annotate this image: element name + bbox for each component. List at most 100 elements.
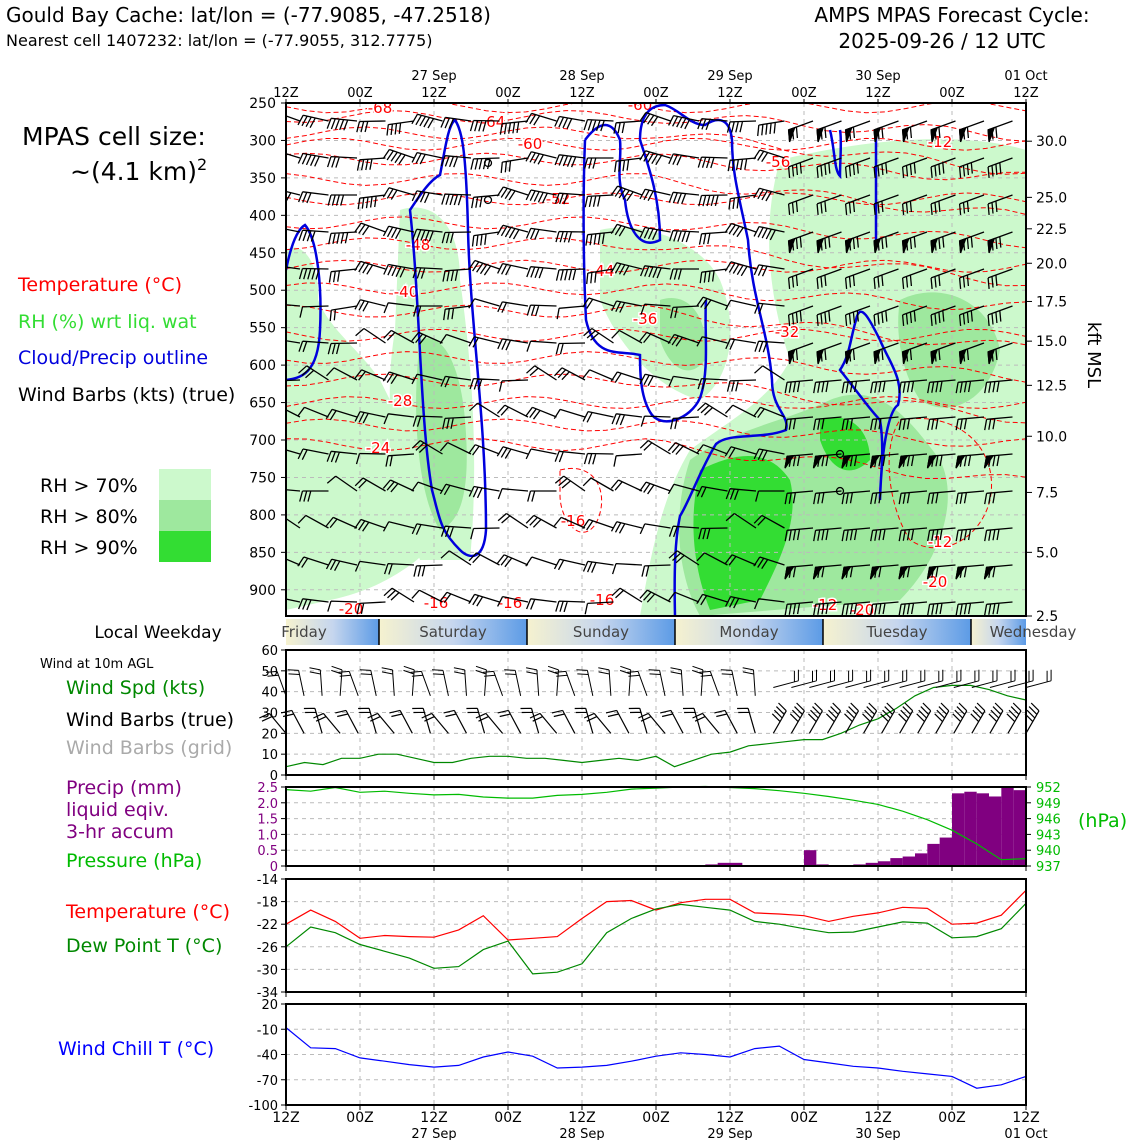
wind-barb	[526, 340, 557, 352]
wind-barb	[496, 404, 529, 418]
wind-barb	[807, 702, 823, 734]
wind-barb	[791, 669, 817, 688]
wind-barb	[813, 416, 842, 431]
grid-barb-group	[789, 702, 805, 734]
temperature-contour	[286, 418, 1026, 447]
temperature-contour	[286, 282, 1026, 311]
weekday-cell	[823, 619, 971, 645]
date-label: 27 Sep	[411, 69, 456, 84]
y-tick-label: 60	[261, 644, 278, 659]
wind-barb	[598, 667, 612, 696]
time-tick-label: 00Z	[642, 1110, 669, 1126]
weekday-cell	[675, 619, 823, 645]
date-label: 29 Sep	[707, 1127, 752, 1140]
wind-barb	[927, 416, 956, 431]
wind-barb	[442, 416, 472, 430]
wind-barb	[297, 556, 329, 568]
weekday-cell	[379, 619, 527, 645]
wind-barbs	[286, 111, 1013, 616]
wind-barb	[725, 512, 757, 529]
weekday-name: Wednesday	[990, 623, 1077, 641]
wind-barb	[660, 709, 684, 734]
pressure-tick-label: 750	[249, 470, 276, 486]
wind-barb	[898, 379, 928, 394]
wind-barb	[582, 410, 614, 423]
date-label: 28 Sep	[559, 1127, 604, 1140]
wind-barb	[692, 665, 704, 696]
pressure-tick-label: 350	[249, 171, 276, 187]
temperature-contour-label: -64	[481, 113, 506, 131]
windchill-label: Wind Chill T (°C)	[58, 1038, 214, 1060]
wind-barb	[525, 227, 557, 240]
wind-barb	[286, 489, 301, 492]
precip-bar	[927, 843, 940, 866]
wind-barb-flag	[955, 565, 966, 580]
wind-barb	[482, 670, 504, 697]
wind-barb	[497, 262, 529, 276]
pressure-tick-label: 300	[249, 133, 276, 149]
wind-barb	[724, 299, 757, 311]
temperature-contour	[286, 110, 1026, 142]
wind-barb-flag	[983, 565, 995, 580]
wind-barb	[668, 153, 700, 166]
wind-barb-flag	[873, 348, 882, 365]
wind-barb	[574, 707, 594, 734]
wind-barb	[439, 333, 472, 344]
wind-barb	[471, 231, 500, 247]
wind-barb	[497, 595, 529, 607]
wind-barb	[901, 157, 928, 178]
wind-barb	[725, 595, 757, 609]
wind-barb	[726, 379, 757, 392]
grid-barb-group	[389, 709, 413, 734]
wind-barb	[468, 259, 500, 276]
wind-barb-flag	[898, 565, 909, 580]
wind-barb	[696, 552, 728, 566]
wind-barb	[699, 268, 728, 284]
wind-barb	[412, 415, 443, 427]
grid-barb-group	[638, 712, 666, 734]
wind-barb	[870, 601, 899, 616]
wind-barb	[356, 157, 386, 171]
title-right-1: AMPS MPAS Forecast Cycle:	[814, 3, 1089, 27]
wind-barb	[525, 112, 557, 126]
wind-barb	[525, 406, 557, 420]
wind-barb	[286, 558, 301, 566]
wind-barb	[526, 667, 540, 696]
height-tick-label: 17.5	[1036, 294, 1067, 310]
grid-barb-group	[916, 702, 932, 734]
wind-barb	[753, 448, 785, 461]
grid-barb-group	[574, 707, 594, 734]
wind-barb	[898, 416, 928, 431]
wind-barb	[529, 712, 558, 734]
wind-barb	[699, 670, 720, 697]
wind-barb	[469, 377, 500, 390]
wind-barb	[412, 707, 431, 734]
height-tick-label: 10.0	[1036, 429, 1067, 445]
wind-barb	[958, 268, 985, 289]
wind-barb	[497, 512, 529, 529]
wind-barb-flag	[844, 126, 853, 143]
y-tick-label: -18	[257, 896, 278, 911]
wind-barb	[555, 600, 586, 613]
grid-barb-group	[771, 702, 787, 734]
time-tick-label: 12Z	[717, 86, 743, 101]
wind-barb	[386, 120, 415, 136]
wind-barb	[411, 440, 443, 455]
wind-barb-flag	[958, 237, 967, 254]
wind-barb	[899, 669, 926, 688]
wind-barb	[431, 669, 449, 696]
wind-barb-flag	[987, 237, 996, 254]
wind-barb	[667, 442, 700, 455]
wind-barb	[585, 231, 614, 246]
wind-barb	[696, 336, 728, 347]
wind-barb	[787, 305, 814, 326]
wind-barb	[354, 477, 386, 492]
pressure-tick-label: 700	[249, 433, 276, 449]
wind-barb	[1024, 702, 1040, 734]
wind-barb	[329, 305, 358, 322]
wind-barb	[383, 587, 415, 603]
precip-bar	[804, 850, 817, 866]
wind-barb	[841, 490, 871, 505]
temperature-contour	[888, 418, 992, 549]
